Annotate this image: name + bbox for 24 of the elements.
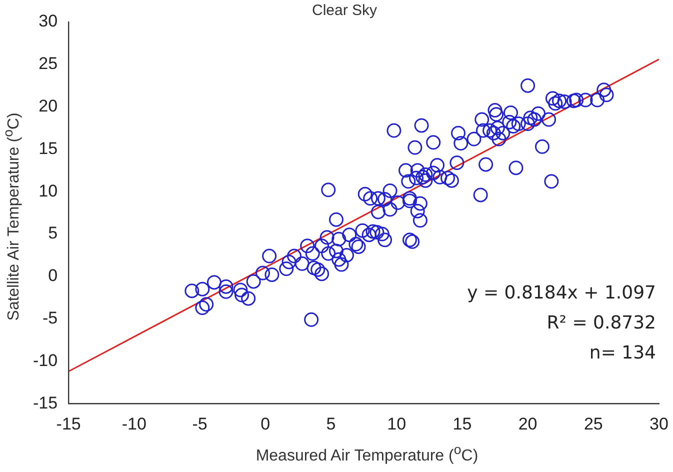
y-tick-label: -10 [32,350,58,370]
chart-title: Clear Sky [312,2,378,20]
y-tick-label: -15 [32,393,58,412]
x-tick-label: 15 [452,414,472,434]
x-tick-label: 25 [584,414,603,434]
y-tick-label: 25 [38,54,58,74]
x-tick-label: 5 [326,414,336,434]
annotation: n= 134 [589,342,656,364]
x-tick-label: 10 [387,414,406,434]
y-tick-label: 10 [38,181,58,200]
x-axis-title: Measured Air Temperature ($^{o}$C) [254,442,480,466]
annotation: y = 0.8184x + 1.097 [467,282,656,304]
y-tick-label: 0 [48,266,58,286]
x-tick-label: -10 [122,414,146,434]
x-tick-label: -5 [192,414,208,434]
x-tick-label: 20 [518,414,538,434]
x-tick-label: 30 [650,414,668,434]
annotation: R² = 0.8732 [546,312,656,334]
x-tick-label: 0 [260,414,270,434]
y-tick-label: -5 [42,308,58,328]
y-tick-label: 30 [38,12,58,31]
y-tick-label: 5 [48,224,58,243]
y-tick-label: 15 [38,138,58,158]
y-tick-label: 20 [38,96,58,116]
